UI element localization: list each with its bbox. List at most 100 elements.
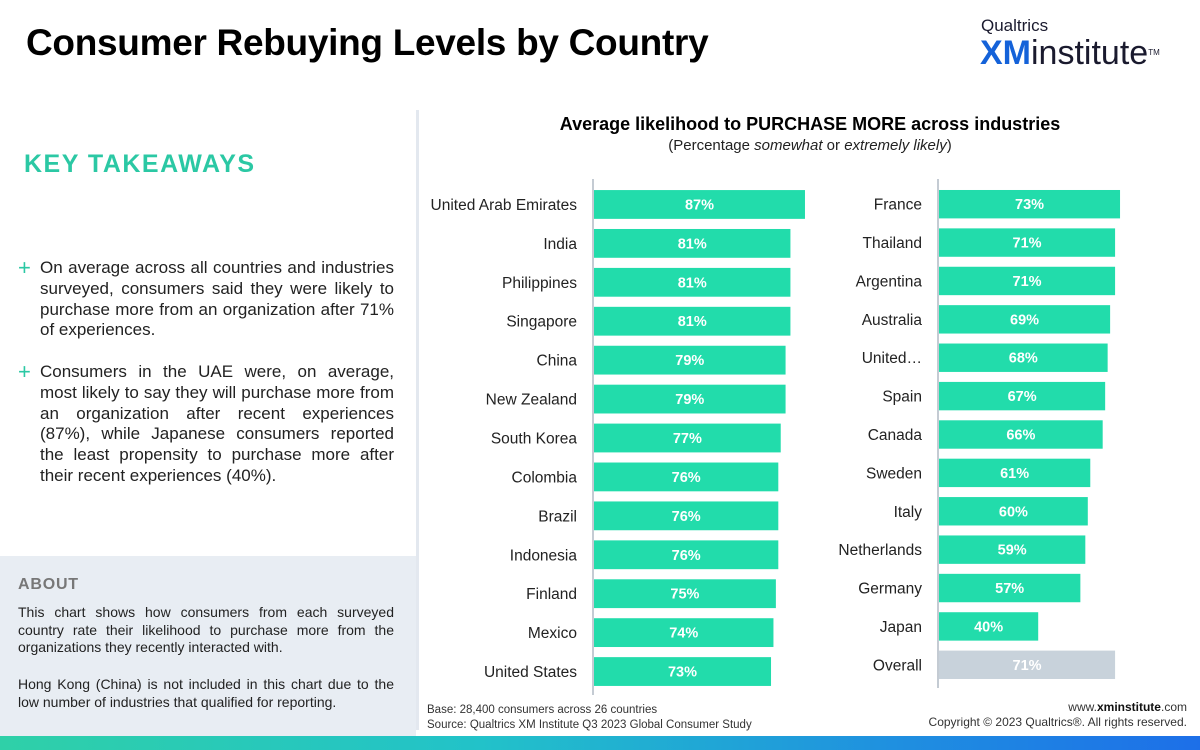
xm-institute-logo: Qualtrics XMinstituteTM — [980, 16, 1160, 70]
category-label: Australia — [862, 312, 923, 329]
value-label: 66% — [1006, 428, 1035, 444]
bar-colombia — [594, 462, 779, 492]
value-label: 77% — [673, 431, 702, 447]
category-label: Spain — [882, 389, 922, 406]
bar-germany — [939, 573, 1081, 603]
category-label: Finland — [526, 586, 577, 603]
base-note: Base: 28,400 consumers across 26 countri… — [427, 704, 658, 716]
key-takeaways-heading: KEY TAKEAWAYS — [24, 150, 256, 178]
category-label: Argentina — [856, 273, 923, 290]
chart-footnote: Base: 28,400 consumers across 26 countri… — [427, 703, 752, 733]
source-note: Source: Qualtrics XM Institute Q3 2023 G… — [427, 719, 752, 731]
about-paragraph: This chart shows how consumers from each… — [18, 604, 394, 655]
category-label: Brazil — [538, 508, 577, 525]
category-label: Italy — [894, 504, 923, 521]
category-label: Mexico — [528, 625, 577, 642]
brand-gradient-bar — [0, 736, 1200, 750]
value-label: 60% — [999, 504, 1028, 520]
bar-india — [594, 228, 791, 258]
value-label: 76% — [672, 509, 701, 525]
value-label: 40% — [974, 619, 1003, 635]
category-label: United States — [484, 664, 577, 681]
value-label: 67% — [1008, 389, 1037, 405]
value-label: 73% — [1015, 197, 1044, 213]
category-label: New Zealand — [486, 392, 577, 409]
about-paragraph: Hong Kong (China) is not included in thi… — [18, 676, 394, 710]
value-label: 69% — [1010, 312, 1039, 328]
category-label: Colombia — [512, 469, 578, 486]
category-label: India — [543, 236, 577, 253]
value-label: 87% — [685, 197, 714, 213]
value-label: 71% — [1013, 236, 1042, 252]
category-label: Indonesia — [510, 547, 578, 564]
bar-philippines — [594, 267, 791, 297]
about-panel: ABOUT This chart shows how consumers fro… — [0, 556, 416, 736]
bar-south-korea — [594, 423, 781, 453]
category-label: Thailand — [863, 235, 922, 252]
category-label: United Arab Emirates — [431, 197, 578, 214]
bar-japan — [939, 612, 1039, 641]
bar-united-states — [594, 657, 772, 686]
takeaway-text: Consumers in the UAE were, on average, m… — [40, 362, 394, 485]
bar-thailand — [939, 228, 1116, 257]
value-label: 79% — [675, 353, 704, 369]
bar-singapore — [594, 306, 791, 336]
logo-qualtrics-text: Qualtrics — [981, 16, 1049, 35]
bar-finland — [594, 579, 776, 609]
category-label: Japan — [880, 619, 922, 636]
logo-institute-text: institute — [1031, 34, 1149, 72]
value-label: 59% — [998, 543, 1027, 559]
value-label: 74% — [669, 626, 698, 642]
value-label: 81% — [678, 314, 707, 330]
value-label: 71% — [1013, 658, 1042, 674]
value-label: 76% — [672, 470, 701, 486]
value-label: 73% — [668, 665, 697, 681]
category-label: South Korea — [491, 431, 578, 448]
category-label: Sweden — [866, 465, 922, 482]
about-heading: ABOUT — [18, 576, 79, 593]
copyright-block: www.xminstitute.com Copyright © 2023 Qua… — [929, 700, 1187, 730]
page-title: Consumer Rebuying Levels by Country — [26, 22, 709, 63]
category-label: France — [874, 197, 922, 214]
bar-united- — [939, 343, 1108, 372]
takeaway-item: + Consumers in the UAE were, on average,… — [18, 359, 394, 487]
category-label: Germany — [858, 581, 922, 598]
category-label: United… — [862, 350, 922, 367]
value-label: 75% — [670, 587, 699, 603]
value-label: 76% — [672, 548, 701, 564]
category-label: Overall — [873, 657, 922, 674]
category-label: Canada — [868, 427, 923, 444]
website-link[interactable]: www.xminstitute.com — [1068, 700, 1187, 714]
bar-australia — [939, 305, 1111, 334]
takeaway-item: + On average across all countries and in… — [18, 255, 394, 341]
chart-title: Average likelihood to PURCHASE MORE acro… — [559, 114, 1061, 134]
bar-spain — [939, 381, 1106, 411]
bar-brazil — [594, 501, 779, 531]
bar-mexico — [594, 618, 774, 648]
value-label: 61% — [1000, 466, 1029, 482]
takeaway-text: On average across all countries and indu… — [40, 258, 394, 340]
value-label: 81% — [678, 236, 707, 252]
category-label: Philippines — [502, 275, 577, 292]
bar-overall — [939, 650, 1116, 680]
logo-trademark: TM — [1148, 48, 1160, 57]
category-label: Singapore — [506, 314, 577, 331]
plus-icon: + — [18, 359, 31, 384]
bar-china — [594, 345, 786, 375]
copyright-text: Copyright © 2023 Qualtrics®. All rights … — [928, 715, 1187, 729]
category-label: China — [537, 353, 578, 370]
plus-icon: + — [18, 255, 31, 280]
bar-united-arab-emirates — [594, 190, 805, 219]
logo-xm-text: XM — [980, 34, 1031, 72]
bar-france — [939, 189, 1121, 219]
bar-canada — [939, 420, 1103, 449]
panel-divider — [416, 110, 419, 730]
value-label: 57% — [995, 581, 1024, 597]
chart-subtitle: (Percentage somewhat or extremely likely… — [668, 137, 952, 154]
bar-indonesia — [594, 540, 779, 570]
bar-sweden — [939, 458, 1091, 488]
value-label: 79% — [675, 392, 704, 408]
category-label: Netherlands — [838, 542, 922, 559]
bar-argentina — [939, 266, 1116, 296]
